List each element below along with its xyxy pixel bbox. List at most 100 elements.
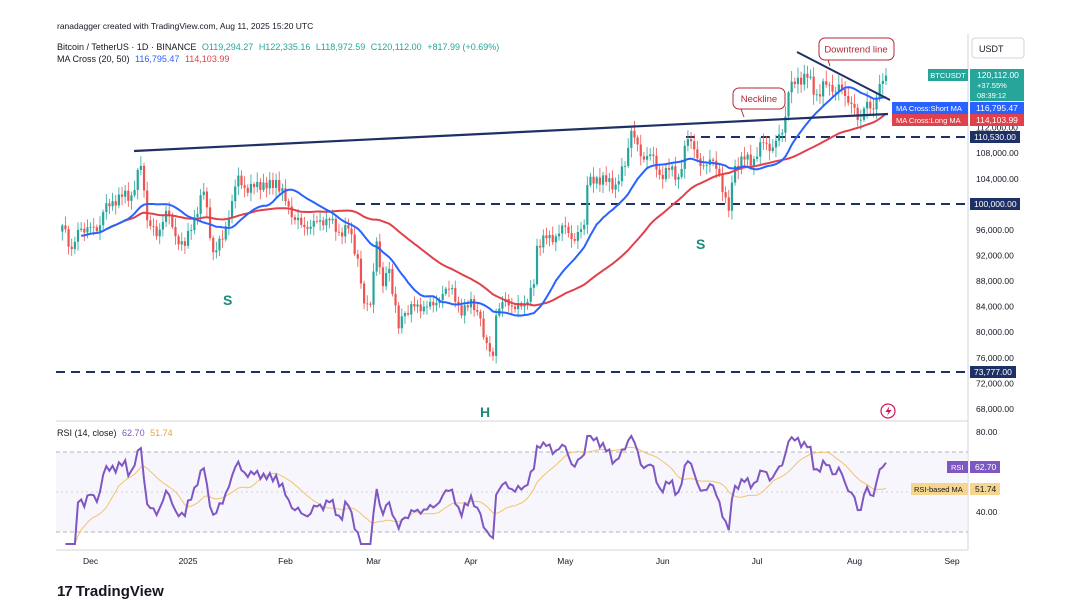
candle[interactable] — [161, 214, 164, 237]
candle[interactable] — [586, 176, 589, 234]
candle[interactable] — [208, 198, 212, 241]
candle[interactable] — [696, 140, 699, 163]
candle[interactable] — [570, 225, 573, 248]
candle[interactable] — [108, 198, 111, 214]
candle[interactable] — [771, 139, 774, 154]
candle[interactable] — [517, 294, 520, 318]
candle[interactable] — [381, 261, 385, 294]
candle[interactable] — [812, 67, 815, 105]
candle[interactable] — [740, 151, 743, 175]
candle[interactable] — [554, 233, 557, 252]
candle[interactable] — [240, 170, 243, 189]
candle[interactable] — [473, 295, 476, 317]
candle[interactable] — [353, 226, 356, 257]
candle[interactable] — [768, 136, 771, 161]
candle[interactable] — [340, 227, 344, 245]
candle[interactable] — [252, 182, 256, 195]
candle[interactable] — [608, 172, 611, 192]
candle[interactable] — [777, 124, 781, 147]
candle[interactable] — [642, 152, 646, 163]
candle[interactable] — [661, 166, 664, 189]
candle[interactable] — [815, 89, 818, 102]
candle[interactable] — [318, 211, 322, 231]
candle[interactable] — [407, 305, 410, 317]
candle[interactable] — [451, 284, 454, 295]
candle[interactable] — [627, 138, 630, 168]
candle[interactable] — [117, 187, 120, 209]
candle[interactable] — [422, 300, 425, 315]
candle[interactable] — [177, 234, 180, 251]
candle[interactable] — [605, 166, 608, 186]
candle[interactable] — [312, 213, 315, 236]
candle[interactable] — [347, 218, 350, 234]
candle[interactable] — [224, 221, 227, 242]
candle[interactable] — [655, 148, 658, 178]
candle[interactable] — [394, 286, 397, 313]
candle[interactable] — [850, 96, 853, 114]
candle[interactable] — [636, 135, 639, 152]
candle[interactable] — [432, 297, 435, 313]
candle[interactable] — [152, 218, 155, 236]
candle[interactable] — [567, 222, 570, 238]
candle[interactable] — [784, 106, 787, 142]
candle[interactable] — [243, 176, 246, 198]
symbol-legend[interactable]: Bitcoin / TetherUS · 1D · BINANCE O119,2… — [57, 42, 502, 52]
candle[interactable] — [186, 222, 190, 249]
tradingview-logo[interactable]: 17 TradingView — [57, 583, 164, 600]
candle[interactable] — [369, 301, 372, 308]
candle[interactable] — [419, 297, 422, 319]
candle[interactable] — [164, 205, 168, 228]
candle[interactable] — [114, 195, 117, 215]
candle[interactable] — [774, 135, 778, 158]
candle[interactable] — [290, 197, 293, 225]
candle[interactable] — [837, 74, 840, 101]
candle[interactable] — [825, 70, 828, 88]
candle[interactable] — [595, 175, 598, 189]
candle[interactable] — [649, 148, 652, 161]
candle[interactable] — [759, 137, 762, 166]
candle[interactable] — [853, 94, 856, 116]
candle[interactable] — [287, 198, 290, 215]
candle[interactable] — [133, 180, 136, 198]
candle[interactable] — [623, 160, 627, 176]
candle[interactable] — [196, 206, 199, 225]
candle[interactable] — [149, 215, 152, 230]
candle[interactable] — [73, 236, 76, 255]
candle[interactable] — [548, 230, 551, 247]
candle[interactable] — [111, 192, 114, 211]
candle[interactable] — [413, 296, 416, 312]
candle[interactable] — [325, 209, 328, 233]
rsi-legend[interactable]: RSI (14, close) 62.70 51.74 — [57, 428, 176, 438]
candle[interactable] — [652, 146, 655, 165]
candle[interactable] — [67, 225, 70, 255]
candle[interactable] — [510, 297, 513, 314]
candle[interactable] — [385, 266, 388, 291]
candle[interactable] — [293, 214, 297, 225]
currency-button[interactable]: USDT — [971, 37, 1025, 59]
candle[interactable] — [328, 217, 331, 229]
candle[interactable] — [495, 308, 498, 364]
candle[interactable] — [831, 74, 834, 97]
candle[interactable] — [105, 194, 108, 220]
candle[interactable] — [542, 229, 545, 254]
candle[interactable] — [199, 189, 202, 222]
candle[interactable] — [127, 182, 130, 207]
neckline-callout[interactable]: Neckline — [732, 87, 786, 118]
candle[interactable] — [246, 184, 249, 197]
candle[interactable] — [136, 168, 139, 200]
candle[interactable] — [639, 134, 642, 166]
candle[interactable] — [234, 179, 237, 209]
candle[interactable] — [98, 216, 102, 241]
candle[interactable] — [884, 68, 888, 85]
candle[interactable] — [174, 218, 177, 245]
candle[interactable] — [869, 98, 872, 115]
candle[interactable] — [403, 311, 407, 324]
candle[interactable] — [579, 221, 583, 239]
candle[interactable] — [539, 239, 542, 256]
candle[interactable] — [372, 263, 375, 314]
candle[interactable] — [746, 152, 749, 168]
candle[interactable] — [262, 173, 265, 193]
price-pane[interactable] — [56, 34, 968, 420]
candle[interactable] — [680, 159, 683, 179]
